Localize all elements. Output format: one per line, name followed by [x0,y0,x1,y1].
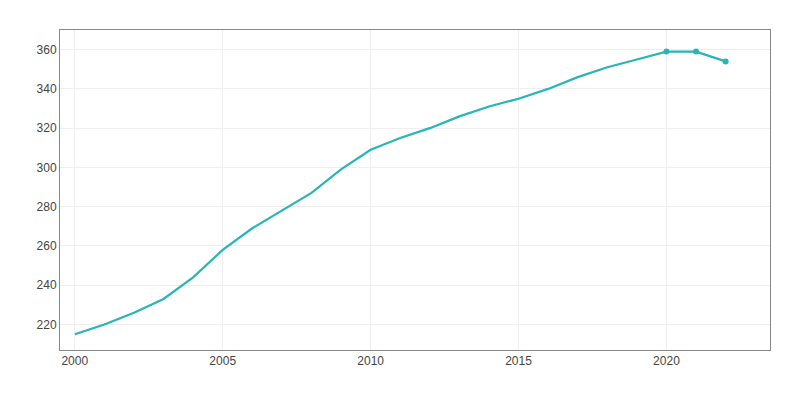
svg-text:360: 360 [37,43,57,57]
svg-text:2010: 2010 [357,354,384,368]
svg-text:2015: 2015 [505,354,532,368]
svg-text:280: 280 [37,200,57,214]
svg-text:260: 260 [37,239,57,253]
svg-text:2005: 2005 [209,354,236,368]
svg-text:340: 340 [37,82,57,96]
svg-text:300: 300 [37,161,57,175]
svg-text:2000: 2000 [61,354,88,368]
svg-text:320: 320 [37,121,57,135]
svg-text:240: 240 [37,278,57,292]
svg-text:220: 220 [37,318,57,332]
svg-text:2020: 2020 [653,354,680,368]
